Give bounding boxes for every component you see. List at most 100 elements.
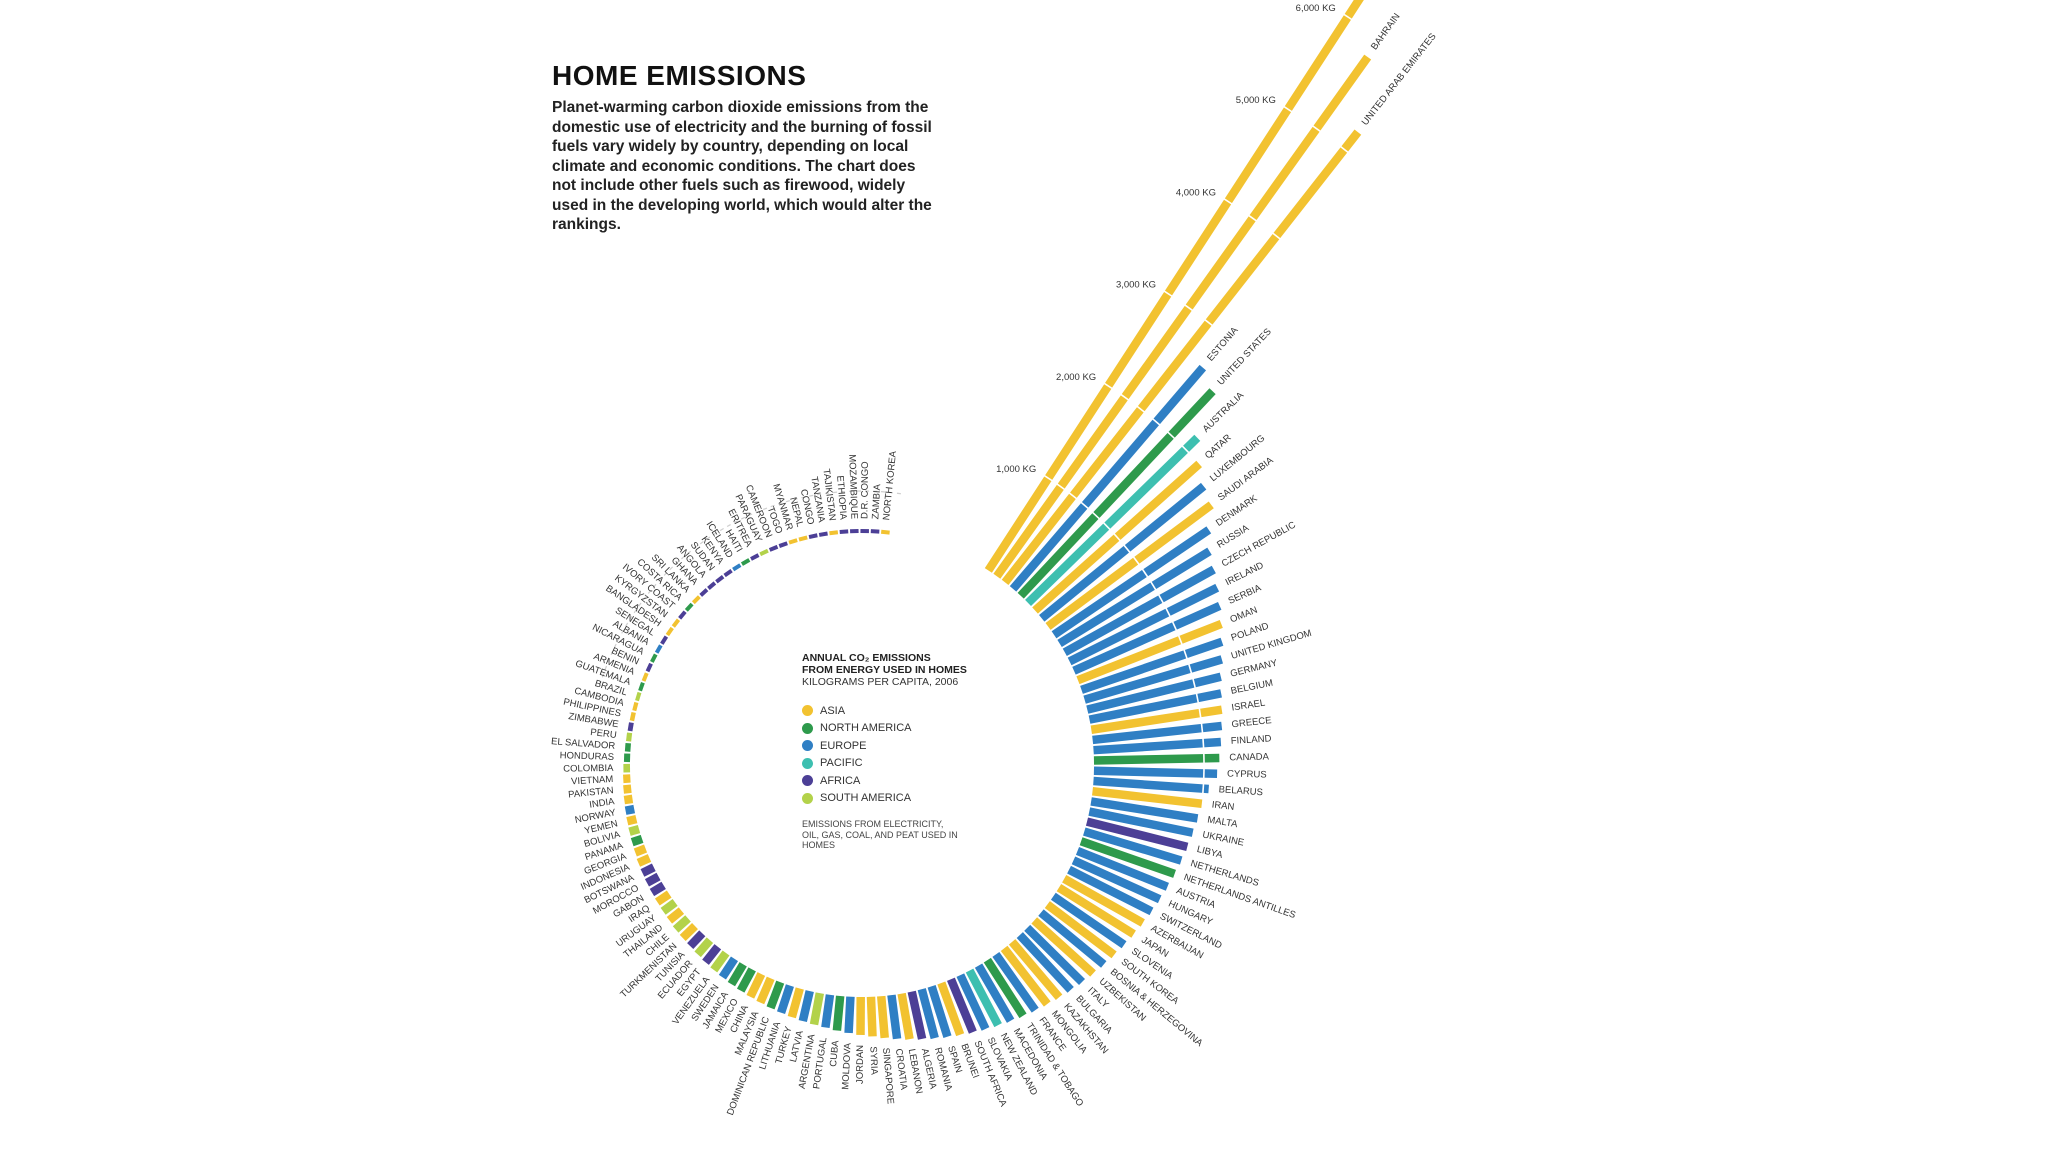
bar-myanmar xyxy=(788,538,798,545)
country-label: BELARUS xyxy=(1218,784,1263,798)
bar-brazil xyxy=(635,691,642,702)
bar-italy xyxy=(1024,924,1086,985)
bar-saudi-arabia xyxy=(1045,501,1214,630)
bar-greece xyxy=(1092,721,1223,745)
bar-ivory-coast xyxy=(678,610,687,620)
scale-tick xyxy=(1312,125,1321,133)
bar-portugal xyxy=(821,994,835,1029)
bar-netherlands xyxy=(1083,827,1183,865)
country-label: COLOMBIA xyxy=(563,763,614,775)
bar-switzerland xyxy=(1067,865,1154,916)
legend-item-europe: EUROPE xyxy=(802,737,1022,755)
country-label: GREECE xyxy=(1231,715,1272,730)
bar-cambodia xyxy=(632,701,639,712)
bar-eritrea xyxy=(750,553,760,561)
bar-bangladesh xyxy=(665,626,674,637)
pacific-swatch-icon xyxy=(802,757,813,769)
country-label: MALTA xyxy=(1207,815,1239,831)
bar-romania xyxy=(917,988,939,1040)
bar-slovakia xyxy=(956,973,990,1031)
scale-tick xyxy=(1202,738,1205,748)
scale-tick xyxy=(1184,304,1194,312)
country-label: PERU xyxy=(590,727,618,741)
bar-togo xyxy=(778,541,788,548)
bar-iraq xyxy=(654,890,672,906)
bar-singapore xyxy=(877,995,889,1039)
bar-libya xyxy=(1085,817,1189,851)
bar-serbia xyxy=(1072,602,1222,675)
bar-panama xyxy=(630,834,644,847)
legend-item-south-america: SOUTH AMERICA xyxy=(802,790,1022,808)
country-label: CROATIA xyxy=(893,1048,909,1091)
scale-label: 3,000 KG xyxy=(1116,280,1156,291)
bar-malaysia xyxy=(756,976,775,1005)
legend-label: PACIFIC xyxy=(820,757,863,770)
asia-swatch-icon xyxy=(802,705,813,717)
scale-tick xyxy=(1248,214,1257,222)
legend-list: ASIA NORTH AMERICA EUROPE PACIFIC AFRICA… xyxy=(802,702,1022,807)
bar-estonia xyxy=(1009,364,1207,592)
scale-tick xyxy=(1056,483,1066,491)
bar-india xyxy=(623,794,634,805)
bar-tunisia xyxy=(687,930,706,949)
bar-botswana xyxy=(640,863,656,877)
bar-new-zealand xyxy=(965,968,1002,1028)
scale-tick xyxy=(1192,678,1197,689)
bar-south-africa xyxy=(947,977,977,1034)
bar-australia xyxy=(1025,434,1201,607)
country-label: ETHIOPIA xyxy=(834,475,848,521)
scale-tick xyxy=(1272,232,1281,240)
bar-senegal xyxy=(660,635,669,645)
country-label: JORDAN xyxy=(855,1045,866,1084)
bar-ghana xyxy=(699,588,709,597)
bar-ireland xyxy=(1067,583,1220,666)
legend-title-line2: FROM ENERGY USED IN HOMES xyxy=(802,664,967,676)
bar-austria xyxy=(1075,846,1169,891)
bar-armenia xyxy=(641,672,649,682)
bar-venezuela xyxy=(710,950,730,973)
bar-kyrgyzstan xyxy=(671,618,681,628)
bar-syria xyxy=(866,996,877,1037)
scale-tick xyxy=(1343,13,1353,21)
bar-belgium xyxy=(1088,689,1222,724)
bar-trinidad-tobago xyxy=(983,957,1027,1019)
country-label: VIETNAM xyxy=(571,774,614,787)
bar-yemen xyxy=(626,814,638,826)
scale-tick xyxy=(1177,635,1183,645)
bar-japan xyxy=(1056,883,1136,938)
bar-kazakhstan xyxy=(1008,939,1063,1000)
bar-pakistan xyxy=(623,784,632,794)
bar-lebanon xyxy=(897,992,914,1040)
scale-tick xyxy=(1181,445,1190,454)
country-label: MOLDOVA xyxy=(840,1042,853,1090)
bar-nepal xyxy=(798,535,808,542)
country-label: CUBA xyxy=(828,1039,841,1067)
bar-poland xyxy=(1080,637,1224,694)
bar-brunei xyxy=(937,981,965,1037)
bar-cameroon xyxy=(768,544,779,552)
scale-tick xyxy=(1163,290,1173,297)
bar-indonesia xyxy=(636,854,652,867)
bar-iran xyxy=(1092,787,1203,808)
legend-label: AFRICA xyxy=(820,774,861,787)
bar-jamaica xyxy=(727,962,747,987)
scale-label: 4,000 KG xyxy=(1176,187,1216,198)
scale-tick xyxy=(1183,649,1188,659)
bar-china xyxy=(746,972,766,999)
scale-tick xyxy=(1171,621,1178,631)
bar-united-states xyxy=(1017,388,1216,599)
legend-label: SOUTH AMERICA xyxy=(820,792,912,805)
scale-tick xyxy=(1103,382,1113,390)
legend-item-north-america: NORTH AMERICA xyxy=(802,720,1022,738)
country-label: MOZAMBIQUE xyxy=(846,454,859,519)
bar-cyprus xyxy=(1093,766,1218,779)
scale-tick xyxy=(1113,533,1121,542)
bar-gabon xyxy=(649,881,666,897)
africa-swatch-icon xyxy=(802,775,813,787)
scale-tick xyxy=(1200,723,1204,733)
europe-swatch-icon xyxy=(802,740,813,752)
bar-latvia xyxy=(798,990,814,1023)
bar-spain xyxy=(927,985,952,1038)
